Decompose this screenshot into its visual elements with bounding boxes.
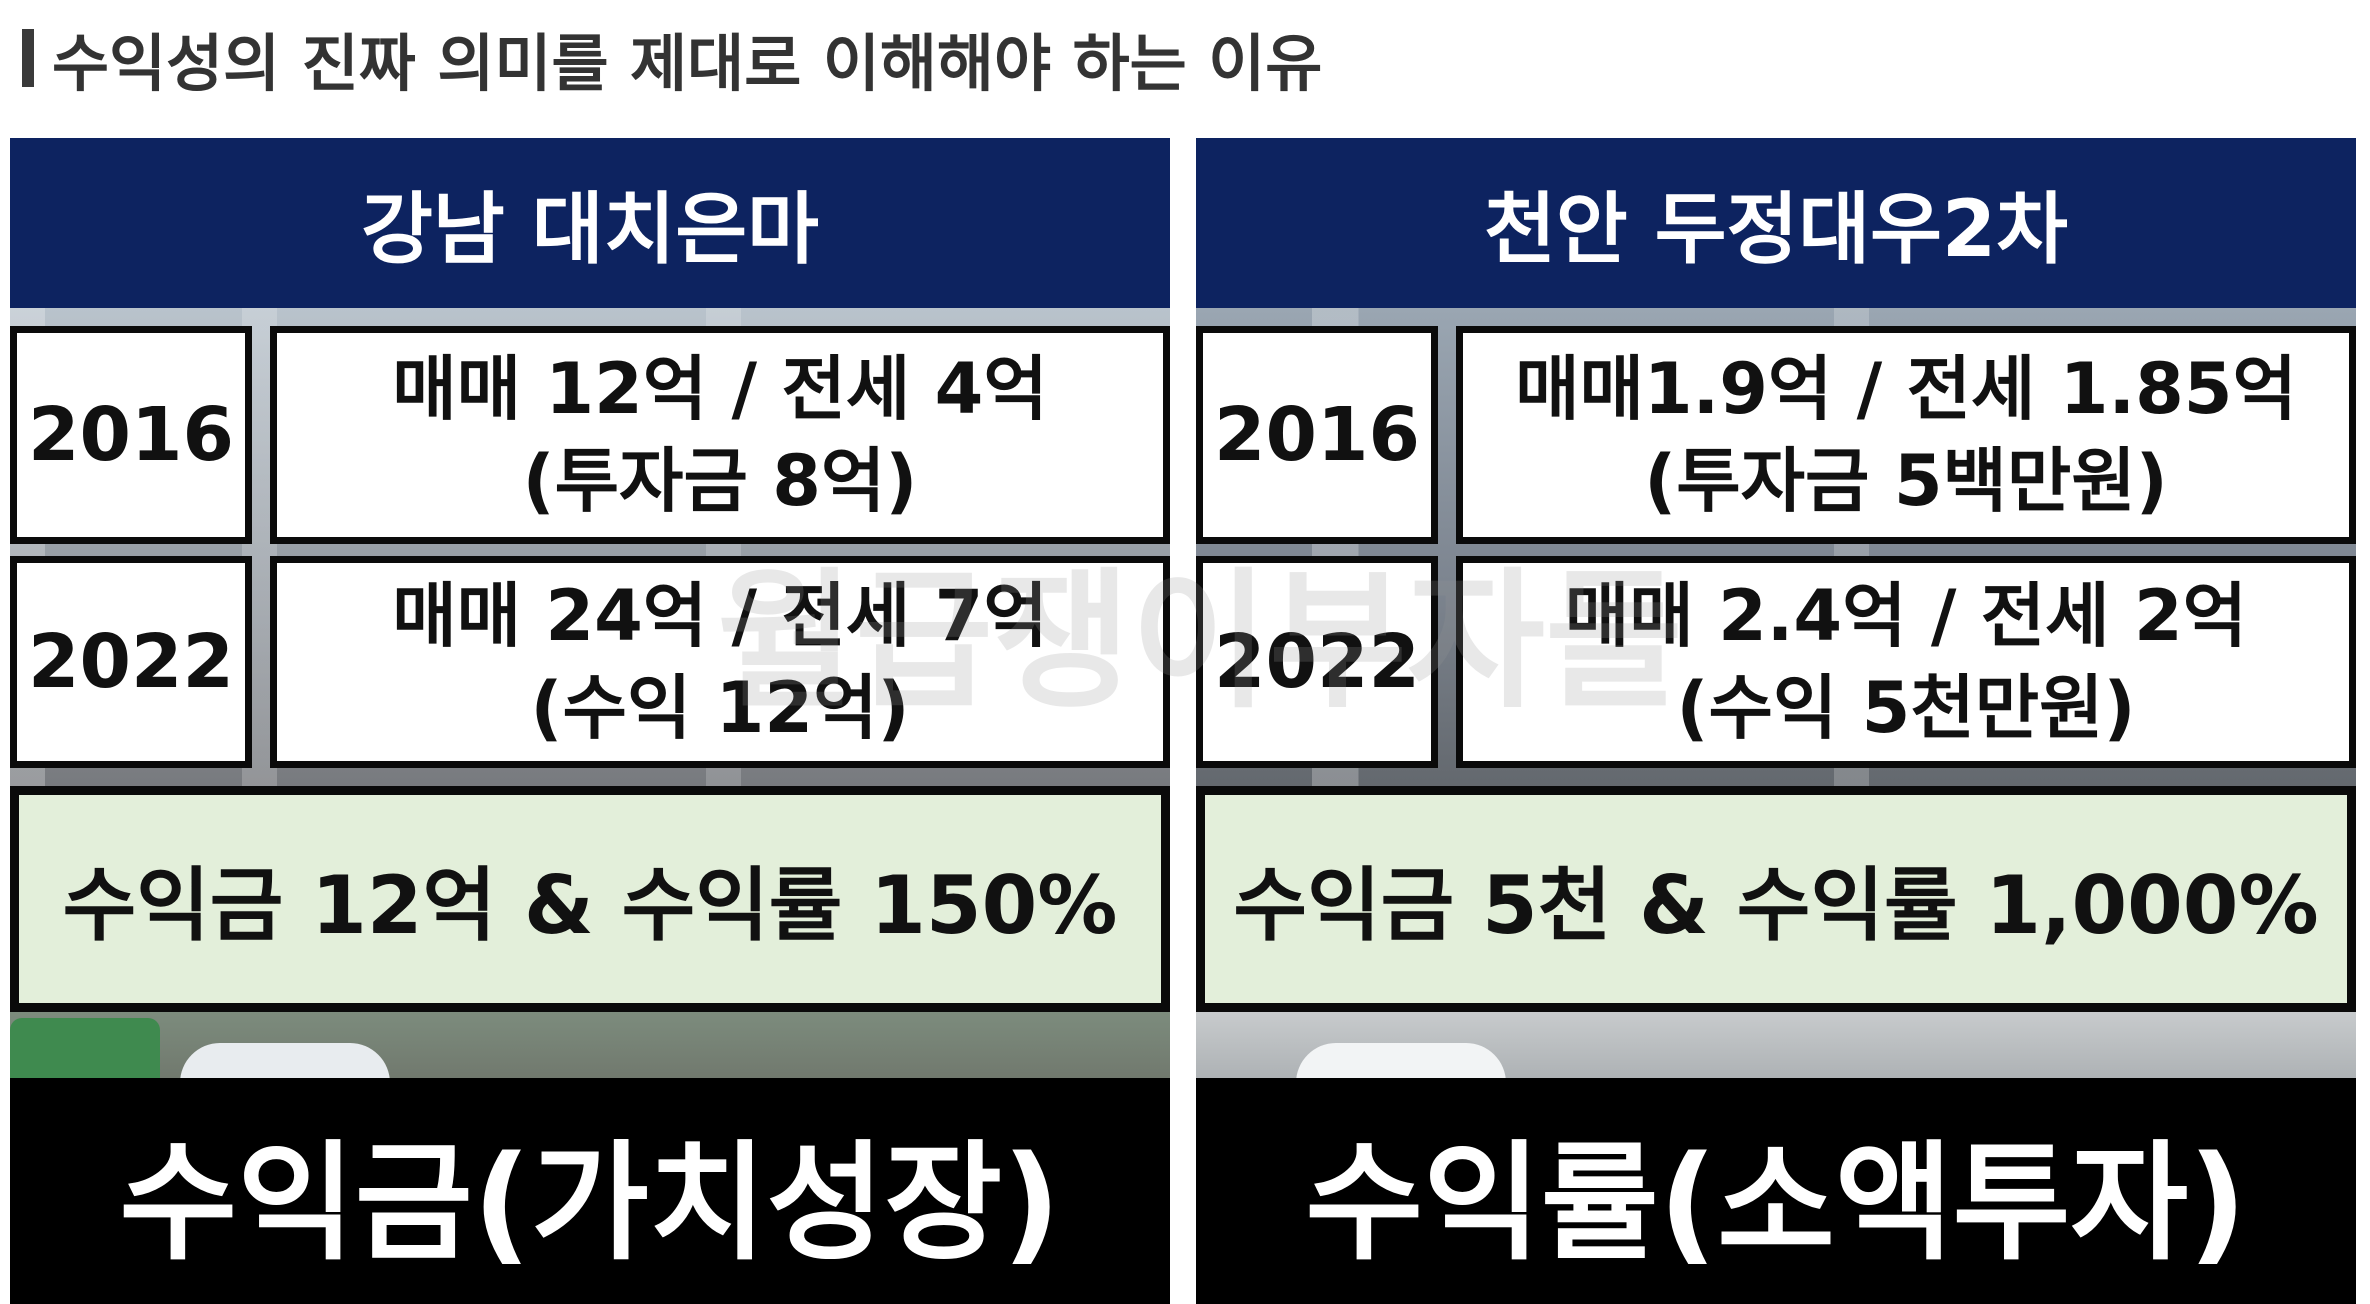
left-bottom-caption: 수익금(가치성장) — [10, 1078, 1170, 1304]
deal-line: (수익 12억) — [530, 667, 910, 749]
deal-line: (투자금 5백만원) — [1644, 440, 2168, 522]
right-comparison-panel: 천안 두정대우2차 2016 매매1.9억 / 전세 1.85억 (투자금 5백… — [1196, 138, 2356, 1304]
right-bottom-caption: 수익률(소액투자) — [1196, 1078, 2356, 1304]
left-deal-2016: 매매 12억 / 전세 4억 (투자금 8억) — [270, 326, 1170, 544]
left-comparison-panel: 강남 대치은마 2016 매매 12억 / 전세 4억 (투자금 8억) 202… — [10, 138, 1170, 1304]
right-summary: 수익금 5천 & 수익률 1,000% — [1196, 786, 2356, 1012]
right-year-2022: 2022 — [1196, 556, 1438, 768]
deal-line: 매매 24억 / 전세 7억 — [392, 575, 1048, 657]
left-summary: 수익금 12억 & 수익률 150% — [10, 786, 1170, 1012]
deal-line: (수익 5천만원) — [1676, 667, 2136, 749]
right-deal-2016: 매매1.9억 / 전세 1.85억 (투자금 5백만원) — [1456, 326, 2356, 544]
deal-line: (투자금 8억) — [522, 440, 918, 522]
title-text: 수익성의 진짜 의미를 제대로 이해해야 하는 이유 — [52, 27, 1323, 100]
left-header: 강남 대치은마 — [10, 138, 1170, 308]
right-deal-2022: 매매 2.4억 / 전세 2억 (수익 5천만원) — [1456, 556, 2356, 768]
left-year-2016: 2016 — [10, 326, 252, 544]
deal-line: 매매1.9억 / 전세 1.85억 — [1515, 348, 2297, 430]
deal-line: 매매 2.4억 / 전세 2억 — [1564, 575, 2248, 657]
right-year-2016: 2016 — [1196, 326, 1438, 544]
left-year-2022: 2022 — [10, 556, 252, 768]
left-deal-2022: 매매 24억 / 전세 7억 (수익 12억) — [270, 556, 1170, 768]
title-accent-bar — [22, 29, 34, 87]
deal-line: 매매 12억 / 전세 4억 — [392, 348, 1048, 430]
right-header: 천안 두정대우2차 — [1196, 138, 2356, 308]
page-title: 수익성의 진짜 의미를 제대로 이해해야 하는 이유 — [22, 18, 1322, 100]
